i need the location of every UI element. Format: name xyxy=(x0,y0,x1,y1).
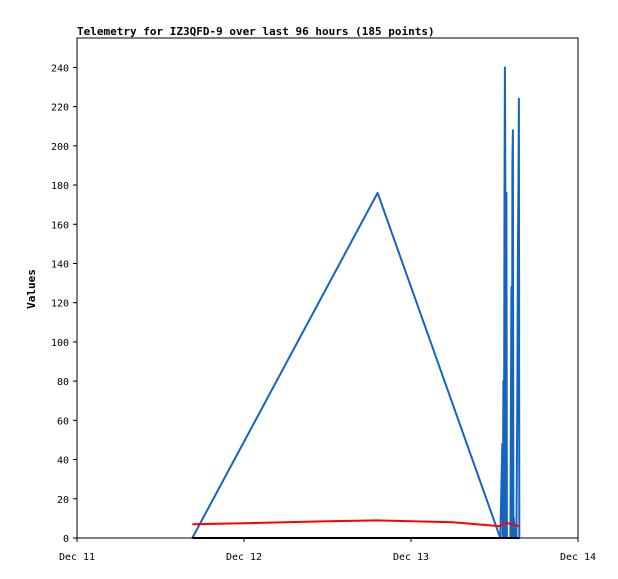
x-tick-label: Dec 14 xyxy=(560,552,596,563)
y-tick-label: 100 xyxy=(51,338,69,349)
x-tick-label: Dec 11 xyxy=(59,552,95,563)
y-axis-label: Values xyxy=(25,269,38,309)
y-tick-label: 80 xyxy=(57,377,69,388)
series-line-1 xyxy=(191,66,521,539)
y-axis: 0 20 40 60 80 100 120 140 160 180 200 220 240 xyxy=(51,63,77,545)
y-tick-label: 0 xyxy=(63,534,69,545)
x-axis: Dec 11 Dec 12 Dec 13 Dec 14 xyxy=(59,538,596,563)
x-tick-label: Dec 12 xyxy=(226,552,262,563)
y-tick-label: 200 xyxy=(51,142,69,153)
y-tick-label: 160 xyxy=(51,220,69,231)
x-tick-label: Dec 13 xyxy=(393,552,429,563)
series-line-2 xyxy=(192,519,520,528)
y-tick-label: 180 xyxy=(51,181,69,192)
y-tick-label: 240 xyxy=(51,63,69,74)
y-tick-label: 60 xyxy=(57,416,69,427)
y-tick-label: 140 xyxy=(51,259,69,270)
y-tick-label: 40 xyxy=(57,456,69,467)
chart-title: Telemetry for IZ3QFD-9 over last 96 hour… xyxy=(77,25,435,38)
series-layer xyxy=(191,66,521,539)
y-tick-label: 20 xyxy=(57,495,69,506)
y-tick-label: 220 xyxy=(51,103,69,114)
y-tick-label: 120 xyxy=(51,299,69,310)
